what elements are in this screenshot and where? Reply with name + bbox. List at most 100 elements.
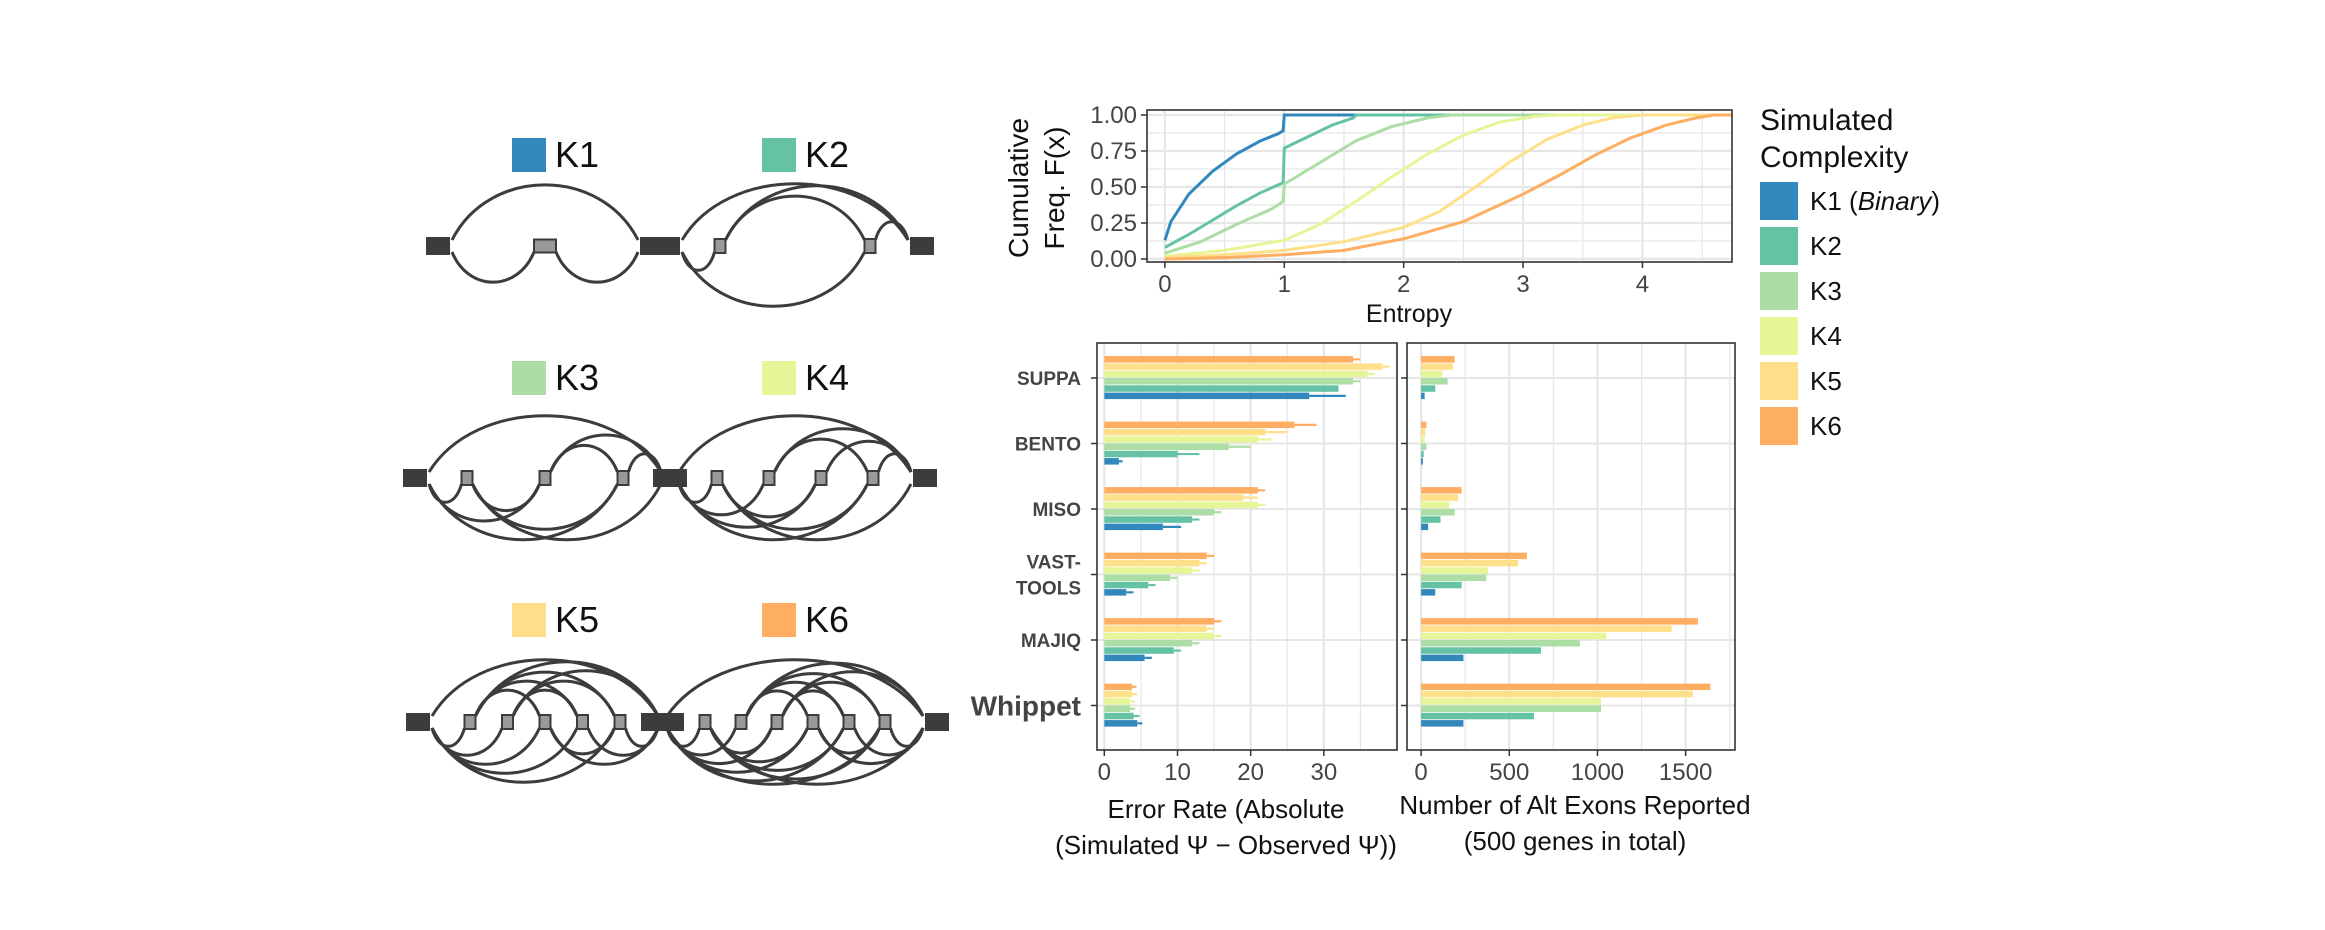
legend-swatch-k2 (1760, 227, 1798, 265)
splice-graph-k3: K3 (403, 357, 687, 542)
bar-k4 (1104, 632, 1215, 640)
bar-k1 (1421, 523, 1429, 531)
legend-swatch-k4 (1760, 317, 1798, 355)
count-x-axis-label-line2: (500 genes in total) (1464, 826, 1687, 856)
category-label: Whippet (971, 691, 1081, 722)
internal-exon (538, 470, 552, 486)
terminal-exon (406, 713, 430, 731)
splice-junction-arc (549, 444, 619, 473)
splice-graph-k6: K6 (641, 599, 949, 786)
internal-exon (613, 714, 627, 730)
bar-k3 (1421, 705, 1601, 712)
terminal-exon (925, 713, 949, 731)
splice-junction-arc (471, 483, 663, 542)
legend-title-line2: Complexity (1760, 141, 1908, 174)
internal-exon (866, 470, 880, 486)
bar-x-tick-label: 0 (1414, 759, 1427, 786)
splice-junction-arc (450, 183, 640, 241)
bar-k6 (1104, 356, 1354, 363)
bar-k3 (1421, 378, 1448, 385)
diagram-label-k1: K1 (555, 134, 599, 175)
cdf-x-tick-label: 4 (1636, 271, 1649, 298)
splice-junction-arc (709, 727, 845, 772)
internal-exon (576, 714, 589, 730)
cdf-y-axis-label-line2: Freq. F(x) (1039, 127, 1070, 250)
splice-junction-arc (665, 658, 925, 717)
terminal-exon (913, 469, 937, 487)
bar-k6 (1104, 487, 1258, 494)
splice-junction-arc (745, 672, 881, 717)
category-label: VAST- (1026, 553, 1081, 574)
bar-k5 (1104, 363, 1383, 370)
legend-label-k6: K6 (1810, 411, 1842, 441)
splice-junction-arc (430, 727, 616, 784)
bar-k4 (1421, 436, 1425, 443)
bar-k5 (1421, 363, 1453, 370)
bar-x-tick-label: 500 (1489, 759, 1529, 786)
internal-exon (501, 714, 514, 730)
cdf-line-k6 (1164, 113, 1732, 261)
bar-k1 (1421, 654, 1464, 662)
bar-k6 (1104, 552, 1207, 560)
bar-x-tick-label: 0 (1098, 759, 1111, 786)
bar-k6 (1421, 683, 1711, 691)
bar-k4 (1421, 567, 1489, 574)
splice-junction-arc (450, 251, 536, 284)
internal-exon (538, 714, 552, 730)
bar-k4 (1104, 567, 1193, 574)
bar-x-tick-label: 1500 (1659, 759, 1712, 786)
cdf-line-k1 (1163, 113, 1732, 241)
bar-k6 (1104, 421, 1295, 429)
diagram-label-k4: K4 (805, 357, 849, 398)
splice-junction-arc (877, 452, 913, 473)
bar-k2 (1104, 450, 1178, 458)
complexity-legend: Simulated Complexity K1 (Binary) K2 K3 K4 K5… (1760, 104, 1940, 445)
bar-k5 (1421, 494, 1459, 501)
bar-k2 (1421, 385, 1436, 392)
bar-k2 (1104, 647, 1174, 654)
category-label: MISO (1032, 500, 1081, 521)
splice-graph-k2: K2 (656, 134, 934, 308)
bar-k3 (1421, 509, 1455, 516)
bar-k5 (1421, 690, 1693, 698)
terminal-exon (426, 237, 450, 255)
cdf-x-tick-label: 2 (1397, 271, 1410, 298)
bar-k4 (1104, 698, 1130, 705)
bar-k2 (1421, 712, 1534, 720)
bar-k1 (1104, 392, 1310, 400)
bar-k4 (1421, 632, 1607, 640)
bar-k2 (1421, 450, 1424, 458)
splice-junction-arc (474, 660, 660, 717)
category-label: MAJIQ (1021, 631, 1081, 652)
splice-junction-arc (624, 727, 660, 748)
legend-label-k3: K3 (1810, 276, 1842, 306)
internal-exon (863, 238, 877, 254)
category-label: BENTO (1015, 435, 1081, 456)
cdf-plot-frame (1146, 109, 1733, 263)
bar-k1 (1104, 654, 1145, 662)
bar-x-tick-label: 10 (1164, 759, 1191, 786)
internal-exon (698, 714, 712, 730)
legend-swatch-k3 (512, 361, 546, 395)
legend-swatch-k3 (1760, 272, 1798, 310)
splice-junction-arc (430, 727, 504, 757)
bar-k4 (1104, 370, 1368, 378)
bar-k4 (1104, 501, 1258, 509)
bar-k6 (1421, 421, 1427, 429)
legend-label-k1: K1 (Binary) (1810, 186, 1940, 216)
bar-k4 (1104, 436, 1258, 443)
cdf-x-tick-label: 3 (1516, 271, 1529, 298)
internal-exon (533, 238, 557, 254)
cdf-line-k3 (1164, 113, 1732, 255)
cdf-y-tick-label: 0.75 (1090, 138, 1137, 165)
cdf-y-tick-label: 0.00 (1090, 246, 1137, 273)
bar-k3 (1421, 574, 1487, 581)
alt-exons-panel: 0 500 1000 1500 Number of Alt Exons Reporte… (1399, 342, 1751, 856)
bar-k2 (1104, 712, 1134, 720)
bar-k3 (1104, 640, 1193, 647)
legend-swatch-k4 (762, 361, 796, 395)
splice-junction-arc (680, 182, 910, 241)
legend-swatch-k1 (1760, 182, 1798, 220)
bar-k1 (1421, 392, 1425, 400)
bar-k2 (1421, 581, 1462, 589)
